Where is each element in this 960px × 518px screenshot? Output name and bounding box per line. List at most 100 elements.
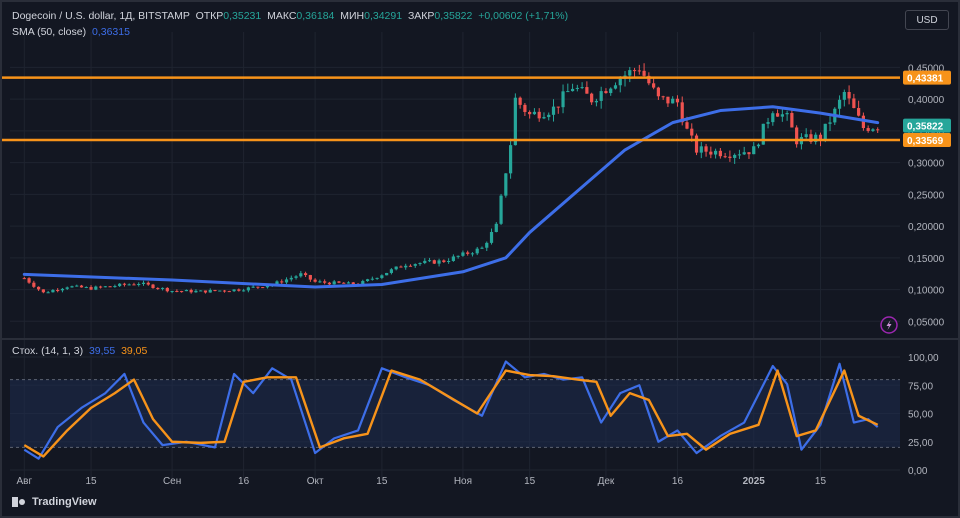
candle-body xyxy=(847,91,851,99)
candle-body xyxy=(89,287,93,290)
candle-body xyxy=(632,70,637,72)
sma-legend[interactable]: SMA (50, close) 0,36315 xyxy=(12,26,130,38)
candle-body xyxy=(489,232,494,243)
time-tick-label: 16 xyxy=(672,476,684,487)
stoch-legend[interactable]: Стох. (14, 1, 3) 39,55 39,05 xyxy=(12,345,147,357)
currency-button[interactable]: USD xyxy=(905,10,949,30)
sma-line xyxy=(22,105,880,289)
candle-body xyxy=(65,287,69,289)
candle-body xyxy=(561,91,565,108)
candle-body xyxy=(51,290,55,293)
level-label: 0,33569 xyxy=(907,136,944,147)
candle-body xyxy=(423,260,427,264)
price-tick-label: 0,20000 xyxy=(908,222,945,233)
time-tick-label: 15 xyxy=(85,476,97,487)
candle-body xyxy=(752,146,756,155)
stoch-tick-label: 50,00 xyxy=(908,410,933,421)
candle-body xyxy=(704,146,708,152)
candle-body xyxy=(766,122,770,124)
low-label: МИН xyxy=(340,10,365,22)
candle-body xyxy=(127,284,131,286)
candle-body xyxy=(499,195,503,224)
candle-body xyxy=(556,106,560,108)
stoch-tick-label: 100,00 xyxy=(908,353,939,364)
candle-body xyxy=(451,256,455,261)
time-tick-label: 2025 xyxy=(743,476,766,487)
candle-body xyxy=(137,284,141,286)
candle-body xyxy=(661,96,665,98)
candle-body xyxy=(60,288,65,291)
candle-body xyxy=(337,281,341,283)
candle-body xyxy=(814,134,818,142)
time-tick-label: Дек xyxy=(598,476,615,487)
candle-body xyxy=(394,266,398,270)
candle-body xyxy=(256,286,260,288)
last-price-label: 0,35822 xyxy=(907,122,944,133)
stoch-k-value: 39,55 xyxy=(88,345,116,357)
candle-body xyxy=(523,104,527,112)
candle-body xyxy=(242,290,246,292)
close-value: 0,35822 xyxy=(434,10,473,22)
tradingview-logo[interactable]: TradingView xyxy=(12,496,97,508)
open-value: 0,35231 xyxy=(223,10,262,22)
candle-body xyxy=(389,269,394,273)
price-tick-label: 0,15000 xyxy=(908,254,945,265)
candle-body xyxy=(618,78,622,86)
candle-body xyxy=(370,278,374,280)
price-tick-label: 0,05000 xyxy=(908,317,945,328)
high-label: МАКС xyxy=(267,10,297,22)
candle-body xyxy=(222,290,227,292)
candle-body xyxy=(504,173,508,196)
price-tick-label: 0,30000 xyxy=(908,159,945,170)
price-tick-label: 0,10000 xyxy=(908,286,945,297)
candle-body xyxy=(118,283,122,287)
candle-body xyxy=(408,265,413,267)
candles-group xyxy=(22,63,880,294)
candle-body xyxy=(675,98,680,103)
candle-body xyxy=(165,287,169,292)
symbol-title: Dogecoin / U.S. dollar, 1Д, BITSTAMP xyxy=(12,10,190,22)
candle-body xyxy=(570,88,575,92)
candle-body xyxy=(547,114,551,118)
price-tick-label: 0,45000 xyxy=(908,63,945,74)
candle-body xyxy=(609,88,613,94)
candle-body xyxy=(742,152,746,155)
candle-body xyxy=(380,275,384,278)
level-badge xyxy=(903,132,951,147)
candle-body xyxy=(680,102,684,123)
candle-body xyxy=(723,156,727,158)
candle-body xyxy=(265,285,270,288)
stoch-band xyxy=(10,379,900,448)
candle-body xyxy=(56,290,60,292)
candle-body xyxy=(871,129,875,131)
candle-body xyxy=(494,223,498,233)
candle-body xyxy=(795,127,799,145)
candle-body xyxy=(747,152,751,155)
price-tick-label: 0,40000 xyxy=(908,95,945,106)
candle-body xyxy=(108,286,112,288)
candle-body xyxy=(189,289,193,293)
candle-body xyxy=(780,114,784,117)
candle-body xyxy=(280,281,284,283)
candle-body xyxy=(437,260,441,264)
candle-body xyxy=(156,288,160,290)
candle-body xyxy=(346,282,351,284)
open-label: ОТКР xyxy=(195,10,224,22)
candle-body xyxy=(323,281,327,283)
candle-body xyxy=(251,286,255,288)
candle-body xyxy=(551,106,556,115)
level-label: 0,43381 xyxy=(907,74,944,85)
candle-body xyxy=(480,247,484,249)
candle-body xyxy=(580,87,584,89)
time-tick-label: Ноя xyxy=(454,476,472,487)
sma-label: SMA (50, close) xyxy=(12,26,87,38)
candle-body xyxy=(113,286,117,288)
last-price-badge xyxy=(903,118,951,133)
candle-body xyxy=(261,287,265,289)
candle-body xyxy=(75,285,79,287)
candle-body xyxy=(447,260,451,263)
candle-body xyxy=(41,289,45,293)
stoch-tick-label: 0,00 xyxy=(908,466,928,477)
